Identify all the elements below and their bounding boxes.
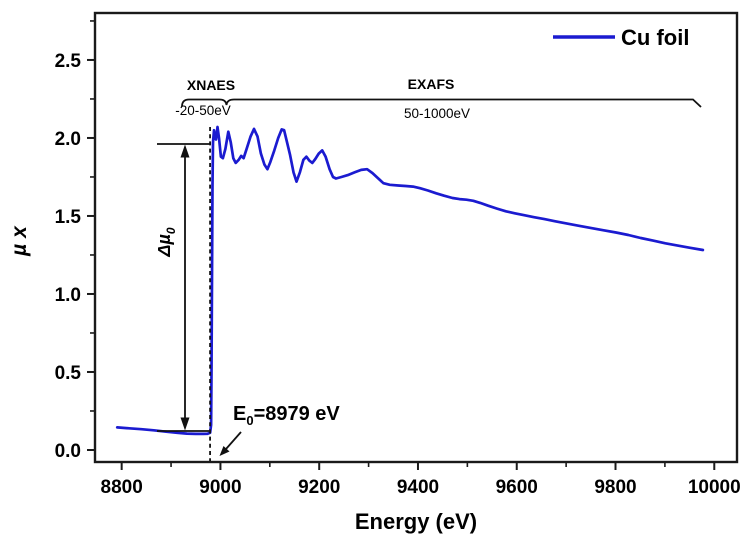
y-tick-label: 1.0 xyxy=(55,285,81,306)
delta-mu-label: Δµ0 xyxy=(154,227,178,257)
x-tick-label: 8800 xyxy=(101,477,143,498)
x-tick-label: 9000 xyxy=(199,477,241,498)
y-tick-label: 2.5 xyxy=(55,51,82,72)
region-bracket xyxy=(181,98,702,108)
x-axis-title: Energy (eV) xyxy=(355,509,477,534)
edge-energy-annotation: E0=8979 eV xyxy=(219,403,340,456)
delta-mu-arrowhead-up xyxy=(180,144,190,158)
xnaes-range-label: -20-50eV xyxy=(175,103,231,118)
x-axis-ticks: 8800 9000 9200 9400 9600 9800 10000 xyxy=(101,462,741,498)
absorption-curve xyxy=(115,125,705,436)
y-axis-title: µ x xyxy=(8,225,31,257)
edge-arrow-shaft xyxy=(225,431,242,450)
plot-frame xyxy=(93,11,739,464)
y-tick-label: 1.5 xyxy=(55,207,82,228)
legend-label: Cu foil xyxy=(621,25,689,50)
y-axis-ticks: 0.0 0.5 1.0 1.5 2.0 2.5 xyxy=(55,20,95,462)
x-tick-label: 9400 xyxy=(397,477,439,498)
x-tick-label: 9800 xyxy=(594,477,636,498)
y-tick-label: 0.0 xyxy=(55,441,81,462)
xnaes-label: XNAES xyxy=(187,77,235,93)
legend: Cu foil xyxy=(553,25,689,50)
edge-energy-label: E0=8979 eV xyxy=(233,403,340,428)
delta-mu-arrowhead-down xyxy=(180,417,190,431)
delta-mu-annotation: Δµ0 xyxy=(154,143,211,432)
y-tick-label: 2.0 xyxy=(55,129,81,150)
cu-foil-curve xyxy=(115,125,705,436)
x-tick-label: 10000 xyxy=(688,477,741,498)
x-tick-label: 9200 xyxy=(298,477,340,498)
x-tick-label: 9600 xyxy=(496,477,538,498)
exafs-label: EXAFS xyxy=(408,76,455,92)
edge-arrowhead xyxy=(219,446,230,456)
y-tick-label: 0.5 xyxy=(55,363,82,384)
exafs-range-label: 50-1000eV xyxy=(404,106,470,121)
